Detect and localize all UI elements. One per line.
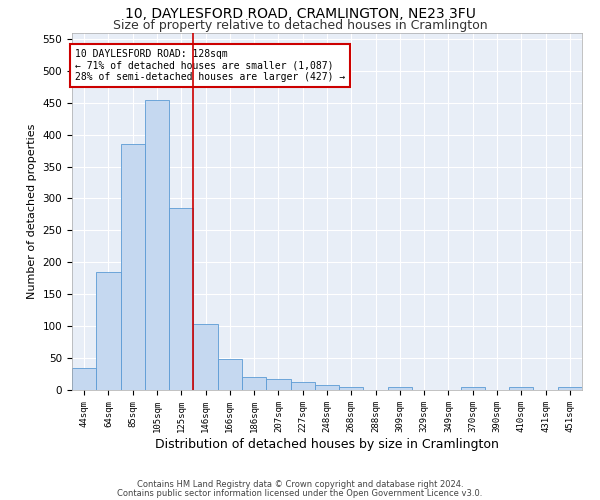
Bar bbox=[218, 360, 242, 390]
Bar bbox=[96, 272, 121, 390]
Bar bbox=[193, 324, 218, 390]
Text: 10 DAYLESFORD ROAD: 128sqm
← 71% of detached houses are smaller (1,087)
28% of s: 10 DAYLESFORD ROAD: 128sqm ← 71% of deta… bbox=[74, 48, 345, 82]
Bar bbox=[72, 368, 96, 390]
Bar bbox=[145, 100, 169, 390]
Bar bbox=[290, 382, 315, 390]
Bar bbox=[461, 388, 485, 390]
Text: Size of property relative to detached houses in Cramlington: Size of property relative to detached ho… bbox=[113, 19, 487, 32]
Bar bbox=[339, 388, 364, 390]
Bar bbox=[266, 378, 290, 390]
Bar bbox=[121, 144, 145, 390]
Bar bbox=[388, 387, 412, 390]
Text: Contains HM Land Registry data © Crown copyright and database right 2024.: Contains HM Land Registry data © Crown c… bbox=[137, 480, 463, 489]
Bar bbox=[509, 388, 533, 390]
Bar bbox=[169, 208, 193, 390]
Bar bbox=[242, 377, 266, 390]
Text: 10, DAYLESFORD ROAD, CRAMLINGTON, NE23 3FU: 10, DAYLESFORD ROAD, CRAMLINGTON, NE23 3… bbox=[125, 8, 475, 22]
Bar bbox=[558, 388, 582, 390]
X-axis label: Distribution of detached houses by size in Cramlington: Distribution of detached houses by size … bbox=[155, 438, 499, 450]
Bar bbox=[315, 385, 339, 390]
Y-axis label: Number of detached properties: Number of detached properties bbox=[27, 124, 37, 299]
Text: Contains public sector information licensed under the Open Government Licence v3: Contains public sector information licen… bbox=[118, 488, 482, 498]
